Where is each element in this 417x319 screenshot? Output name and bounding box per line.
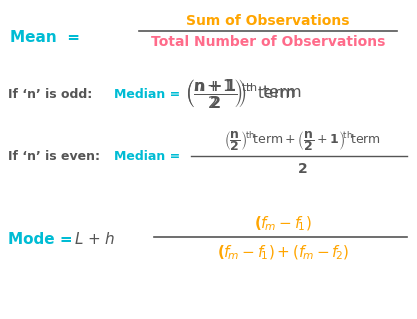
Text: $\left(\dfrac{\mathbf{n+1}}{\mathbf{2}}\right)^{\!\rm th}\ \rm term$: $\left(\dfrac{\mathbf{n+1}}{\mathbf{2}}\…	[185, 78, 301, 110]
Text: $\left(\dfrac{n+1}{2}\right)^{\!\mathsf{th}}$ term: $\left(\dfrac{n+1}{2}\right)^{\!\mathsf{…	[185, 78, 294, 110]
Text: $\left(\dfrac{\mathbf{n}}{\mathbf{2}}\right)^{\!\rm th}\!\rm term + \left(\dfrac: $\left(\dfrac{\mathbf{n}}{\mathbf{2}}\ri…	[224, 129, 381, 153]
Text: Total Number of Observations: Total Number of Observations	[151, 35, 385, 49]
Text: $\it{L}$ + $\it{h}$: $\it{L}$ + $\it{h}$	[74, 231, 116, 247]
Text: Mean  =: Mean =	[10, 29, 80, 44]
Text: Sum of Observations: Sum of Observations	[186, 14, 349, 28]
Text: If ‘n’ is odd:: If ‘n’ is odd:	[8, 87, 92, 100]
Text: Median =: Median =	[114, 150, 180, 162]
Text: $\mathbf{(\it{f}_{\!m} - \it{f}_{\!1})}$: $\mathbf{(\it{f}_{\!m} - \it{f}_{\!1})}$	[254, 215, 311, 233]
Text: $\mathbf{2}$: $\mathbf{2}$	[297, 162, 308, 176]
Text: If ‘n’ is even:: If ‘n’ is even:	[8, 150, 100, 162]
Text: $\mathbf{(\it{f}_{\!m} - \it{f}_{\!1}) + (\it{f}_{\!m} - \it{f}_{\!2})}$: $\mathbf{(\it{f}_{\!m} - \it{f}_{\!1}) +…	[216, 244, 349, 262]
Text: Median =: Median =	[114, 87, 180, 100]
Text: Mode =: Mode =	[8, 232, 73, 247]
